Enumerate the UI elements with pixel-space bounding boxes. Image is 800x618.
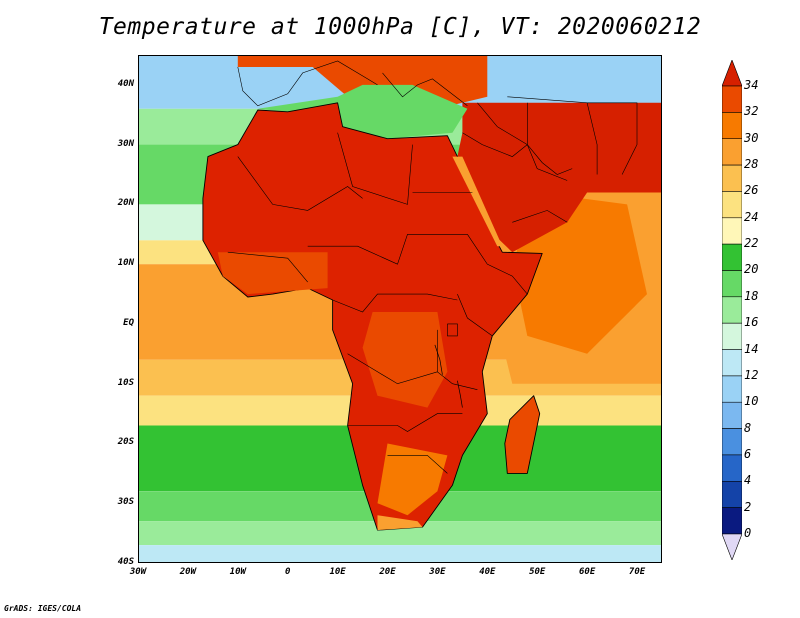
colorbar-segment: [722, 270, 742, 298]
colorbar-level-label: 14: [744, 341, 759, 356]
ocean-band-cool-s: [138, 545, 662, 563]
colorbar-level-label: 24: [744, 209, 759, 224]
colorbar-level-label: 28: [744, 157, 759, 172]
west-africa-coast-band: [217, 252, 328, 295]
boundary-line: [512, 210, 568, 223]
y-tick-label: 30S: [117, 497, 134, 508]
colorbar-segment: [722, 85, 742, 113]
central-africa-highland: [362, 312, 448, 408]
x-tick-label: 0: [284, 567, 291, 577]
colorbar-level-label: 8: [744, 420, 752, 435]
red-sea: [452, 156, 503, 247]
colorbar-level-label: 10: [744, 394, 759, 409]
colorbar-segment: [722, 322, 742, 350]
x-tick-label: 50E: [529, 567, 546, 577]
boundary-line: [307, 234, 468, 265]
colorbar-segment: [722, 191, 742, 219]
y-tick-label: 10N: [117, 258, 134, 269]
europe-coast: [237, 60, 378, 107]
colorbar-level-label: 20: [744, 262, 759, 277]
colorbar-segment: [722, 217, 742, 245]
boundary-line: [237, 156, 363, 211]
colorbar-level-label: 26: [744, 183, 759, 198]
boundary-line: [462, 132, 568, 181]
colorbar-segment: [722, 296, 742, 324]
page-title: Temperature at 1000hPa [C], VT: 20200602…: [98, 14, 702, 40]
colorbar-level-label: 34: [744, 78, 759, 92]
colorbar-bottom-arrow: [722, 533, 742, 560]
colorbar-segment: [722, 375, 742, 403]
credit-label: GrADS: IGES/COLA: [4, 604, 82, 613]
boundary-line: [337, 132, 413, 205]
colorbar-segment: [722, 454, 742, 482]
colorbar-level-label: 12: [744, 367, 759, 382]
boundary-line: [477, 102, 528, 146]
y-tick-label: 40S: [117, 557, 134, 567]
y-tick-label: 40N: [117, 78, 134, 89]
boundary-line: [457, 293, 493, 337]
y-tick-label: 30N: [117, 138, 134, 149]
europe-coast: [382, 72, 468, 107]
boundary-line: [347, 413, 463, 432]
colorbar-level-label: 16: [744, 315, 759, 330]
colorbar-level-label: 6: [744, 446, 752, 461]
y-tick-label: 10S: [117, 377, 134, 388]
x-tick-label: 40E: [479, 567, 496, 577]
colorbar-segment: [722, 401, 742, 429]
colorbar-level-label: 22: [744, 236, 759, 251]
y-tick-label: EQ: [123, 317, 134, 328]
y-tick-label: 20N: [117, 198, 134, 209]
boundary-line: [437, 329, 478, 390]
x-tick-label: 30W: [129, 567, 147, 577]
boundary-line: [587, 102, 638, 175]
x-tick-label: 60E: [579, 567, 596, 577]
colorbar: [722, 60, 742, 560]
boundary-line: [332, 293, 458, 313]
x-tick-label: 70E: [628, 567, 646, 577]
lake-victoria: [447, 323, 458, 337]
temperature-map: [138, 55, 662, 563]
persian-gulf: [527, 144, 573, 175]
x-tick-label: 20E: [379, 567, 396, 577]
colorbar-level-label: 18: [744, 288, 759, 303]
lake-tanganyika: [434, 344, 443, 375]
mediterranean-sea: [257, 84, 468, 139]
colorbar-level-label: 2: [744, 499, 752, 514]
boundary-line: [347, 353, 438, 385]
map-panel: [138, 55, 662, 563]
lake-malawi: [457, 380, 463, 408]
x-tick-label: 10W: [229, 567, 246, 577]
x-tick-label: 20W: [179, 567, 197, 577]
x-tick-label: 30E: [429, 567, 446, 577]
boundary-line: [387, 455, 448, 474]
colorbar-level-label: 30: [744, 130, 759, 145]
map-frame: [138, 55, 662, 563]
colorbar-segment: [722, 112, 742, 140]
southern-africa-plateau: [377, 443, 448, 516]
boundary-line: [467, 234, 528, 295]
colorbar-segment: [722, 428, 742, 456]
colorbar-level-label: 4: [744, 473, 752, 488]
colorbar-segment: [722, 480, 742, 508]
madagascar-land: [504, 395, 541, 474]
colorbar-level-label: 0: [744, 526, 752, 540]
colorbar-level-label: 32: [744, 104, 759, 119]
y-tick-label: 20S: [117, 437, 134, 448]
colorbar-segment: [722, 164, 742, 192]
south-cape-cool: [377, 515, 423, 531]
colorbar-segment: [722, 349, 742, 377]
boundary-line: [227, 251, 308, 283]
colorbar-segment: [722, 138, 742, 166]
colorbar-segment: [722, 243, 742, 271]
colorbar-top-arrow: [722, 60, 742, 87]
boundary-line: [507, 96, 598, 175]
x-tick-label: 10E: [329, 567, 346, 577]
ocean-band-light-s: [138, 521, 662, 546]
colorbar-segment: [722, 507, 742, 535]
